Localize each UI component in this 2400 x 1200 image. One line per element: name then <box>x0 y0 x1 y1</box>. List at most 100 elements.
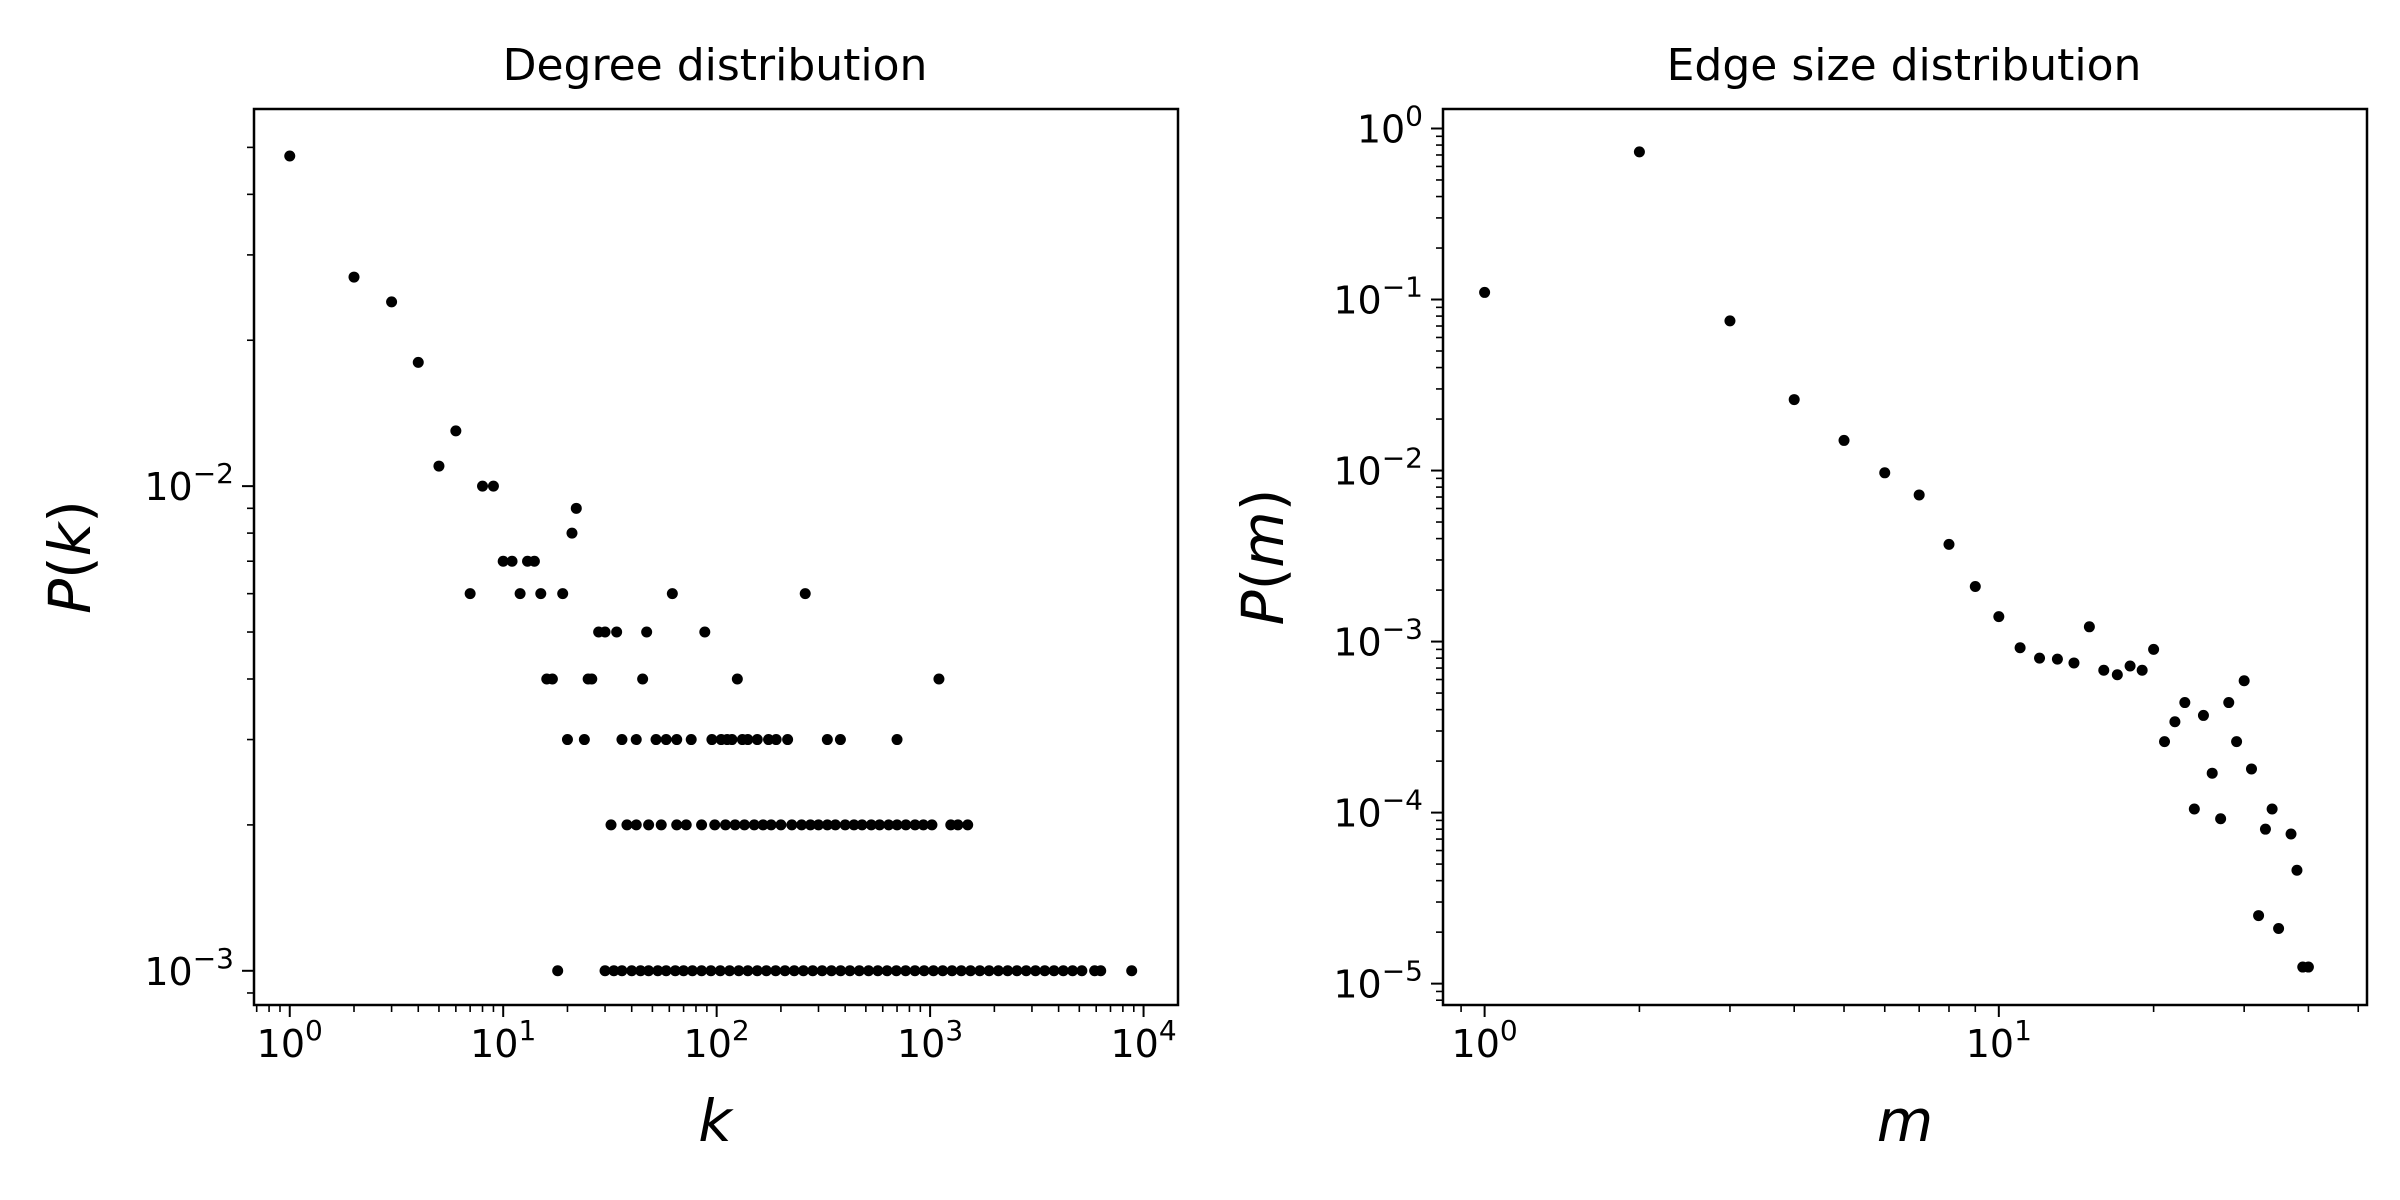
data-point <box>1724 315 1736 327</box>
data-point <box>1838 434 1850 446</box>
data-point <box>546 673 558 685</box>
data-point <box>2291 864 2303 876</box>
data-point <box>680 819 692 831</box>
y-tick-exponent: −5 <box>1382 955 1423 988</box>
data-point <box>2111 669 2123 681</box>
data-point <box>848 819 860 831</box>
data-point <box>2124 660 2136 672</box>
data-point <box>671 734 683 746</box>
data-point <box>487 480 499 492</box>
data-point <box>2223 697 2235 709</box>
data-point <box>733 965 745 977</box>
data-point <box>1479 286 1491 298</box>
data-point <box>738 819 750 831</box>
y-tick-base: 10 <box>1333 792 1381 836</box>
data-point <box>666 588 678 600</box>
data-point <box>909 819 921 831</box>
data-point <box>2259 823 2271 835</box>
data-point <box>2051 653 2063 665</box>
y-tick-base: 10 <box>1333 279 1381 323</box>
data-point <box>616 734 628 746</box>
y-tick-label: 10−2 <box>144 457 234 509</box>
data-point <box>726 734 738 746</box>
data-point <box>2215 813 2227 825</box>
data-point <box>1126 965 1138 977</box>
data-point <box>386 296 398 308</box>
y-axis-paren-close: ) <box>36 500 104 523</box>
data-point <box>2136 664 2148 676</box>
data-point <box>2098 664 2110 676</box>
y-tick-base: 10 <box>1333 450 1381 494</box>
degree-distribution-panel: Degree distribution 100 101 102 103 10410−21… <box>36 40 1180 1155</box>
data-point <box>2197 709 2209 721</box>
data-point <box>2159 736 2171 748</box>
data-point <box>1011 965 1023 977</box>
data-point <box>412 356 424 368</box>
data-point <box>952 819 964 831</box>
y-tick-base: 10 <box>1333 963 1381 1007</box>
data-point <box>821 734 833 746</box>
data-point <box>757 819 769 831</box>
data-point <box>742 734 754 746</box>
data-point <box>450 425 462 437</box>
data-point <box>825 965 837 977</box>
data-point <box>660 965 672 977</box>
data-point <box>1993 611 2005 623</box>
data-point <box>770 965 782 977</box>
data-point <box>946 965 958 977</box>
data-point <box>891 819 903 831</box>
x-axis-variable: m <box>1877 1087 1934 1155</box>
data-point <box>605 819 617 831</box>
data-point <box>839 819 851 831</box>
data-points <box>1479 146 2314 973</box>
data-point <box>637 673 649 685</box>
data-point <box>779 965 791 977</box>
plot-frame <box>252 107 1180 1007</box>
y-tick-label: 10−2 <box>1333 442 1423 494</box>
data-point <box>535 588 547 600</box>
y-tick-base: 10 <box>1333 621 1381 665</box>
data-point <box>974 965 986 977</box>
data-point <box>927 965 939 977</box>
data-point <box>1969 580 1981 592</box>
data-point <box>2238 675 2250 687</box>
data-point <box>1020 965 1032 977</box>
data-point <box>835 965 847 977</box>
data-point <box>2266 803 2278 815</box>
data-point <box>729 819 741 831</box>
data-point <box>586 673 598 685</box>
x-tick-base: 10 <box>1966 1022 2014 1066</box>
y-tick-exponent: −1 <box>1382 271 1423 304</box>
data-point <box>724 965 736 977</box>
y-tick-exponent: −4 <box>1382 784 1423 817</box>
data-point <box>1067 965 1079 977</box>
x-tick-label: 104 <box>1110 1014 1176 1066</box>
x-tick-base: 10 <box>1110 1022 1158 1066</box>
x-tick-exponent: 3 <box>945 1014 963 1047</box>
x-axis-label: k <box>698 1087 734 1155</box>
data-point <box>883 819 895 831</box>
y-axis-variable: k <box>36 520 104 556</box>
data-point <box>686 965 698 977</box>
data-point <box>933 673 945 685</box>
data-point <box>630 819 642 831</box>
x-tick-base: 10 <box>684 1022 732 1066</box>
data-point <box>760 965 772 977</box>
data-point <box>660 734 672 746</box>
data-point <box>909 965 921 977</box>
y-axis-label: P(k) <box>36 500 104 614</box>
data-point <box>696 965 708 977</box>
data-point <box>881 965 893 977</box>
data-point <box>1002 965 1014 977</box>
x-tick-exponent: 1 <box>518 1014 536 1047</box>
data-point <box>829 819 841 831</box>
data-point <box>2253 910 2265 922</box>
data-point <box>2068 657 2080 669</box>
data-point <box>865 819 877 831</box>
data-point <box>2169 716 2181 728</box>
data-point <box>506 555 518 567</box>
data-point <box>834 734 846 746</box>
data-point <box>731 673 743 685</box>
data-point <box>433 460 445 472</box>
x-axis-label: m <box>1877 1087 1934 1155</box>
